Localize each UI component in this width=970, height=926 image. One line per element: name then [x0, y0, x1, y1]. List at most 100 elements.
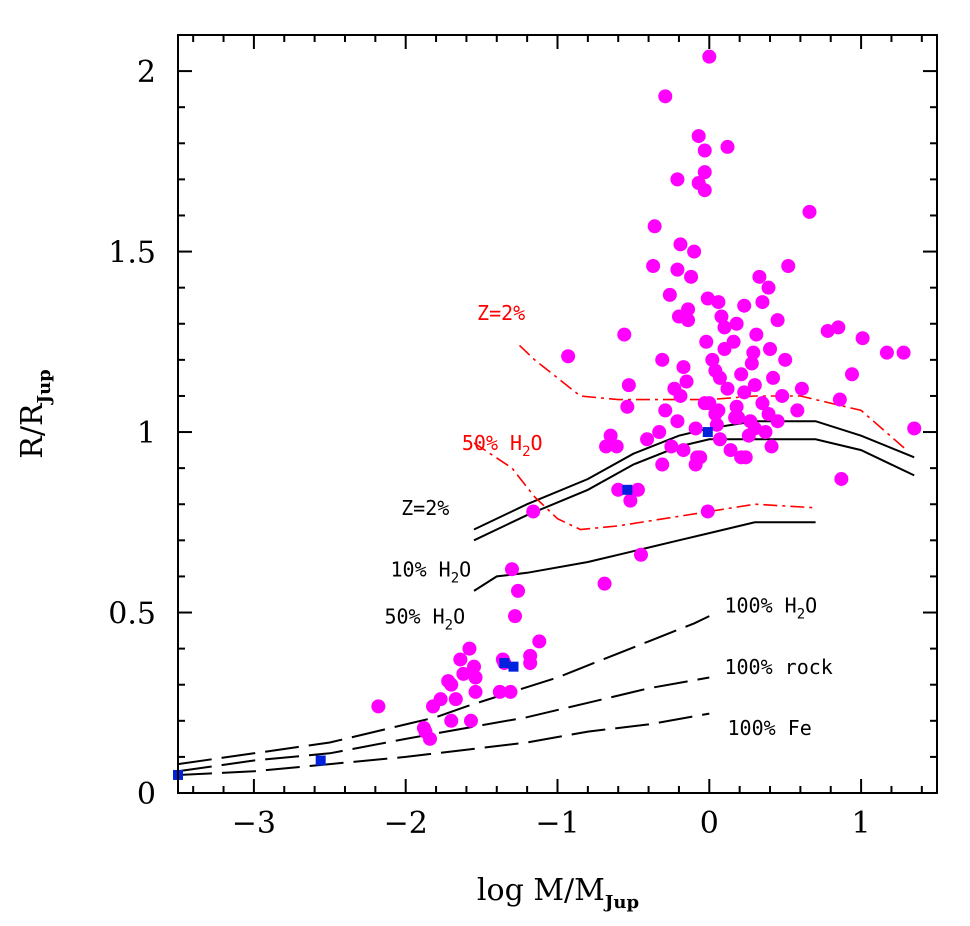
exoplanet-point — [741, 428, 756, 443]
exoplanet-point — [731, 410, 746, 425]
solar-system-point — [499, 658, 510, 669]
exoplanet-point — [720, 381, 735, 396]
model-curve — [177, 615, 710, 766]
x-tick-label: −3 — [232, 806, 276, 841]
exoplanet-point — [855, 331, 870, 346]
exoplanet-point — [697, 165, 712, 180]
annotation-h2o50-black: 50% H2O — [384, 604, 465, 633]
exoplanet-point — [729, 399, 744, 414]
annotation-z2-red: Z=2% — [477, 301, 525, 325]
exoplanet-point — [468, 684, 483, 699]
exoplanet-point — [761, 280, 776, 295]
annotation-rock100-black: 100% rock — [724, 655, 832, 679]
exoplanet-point — [729, 316, 744, 331]
exoplanet-point — [511, 583, 526, 598]
exoplanet-point — [770, 313, 785, 328]
model-curve — [473, 521, 816, 592]
exoplanet-point — [617, 327, 632, 342]
model-curve — [473, 442, 816, 531]
exoplanet-point — [676, 360, 691, 375]
y-tick-label: 2 — [137, 55, 156, 90]
annotation-h2o100-black: 100% H2O — [724, 594, 817, 623]
y-tick-label: 1.5 — [108, 236, 156, 271]
exoplanet-point — [621, 378, 636, 393]
exoplanet-point — [697, 396, 712, 411]
exoplanet-point — [371, 699, 386, 714]
exoplanet-point — [426, 699, 441, 714]
exoplanet-point — [711, 295, 726, 310]
exoplanet-point — [456, 666, 471, 681]
y-axis-title: R/RJup — [15, 369, 55, 459]
exoplanet-point — [609, 439, 624, 454]
exoplanet-point — [507, 609, 522, 624]
exoplanet-point — [764, 439, 779, 454]
exoplanet-point — [717, 342, 732, 357]
exoplanet-point — [599, 439, 614, 454]
annotation-h2o10-black: 10% H2O — [391, 557, 472, 586]
exoplanet-point — [755, 396, 770, 411]
exoplanet-point — [723, 443, 738, 458]
exoplanet-point — [673, 237, 688, 252]
exoplanet-point — [597, 576, 612, 591]
exoplanet-point — [709, 417, 724, 432]
exoplanet-point — [467, 659, 482, 674]
exoplanet-point — [630, 482, 645, 497]
curve-annotations: Z=2% 50% H2O Z=2% 10% H2O 50% H2O 100% H2O 100… — [384, 301, 832, 740]
exoplanet-point — [646, 259, 661, 274]
annotation-z2-black: Z=2% — [401, 496, 449, 520]
exoplanet-point — [673, 388, 688, 403]
solar-system-point — [508, 661, 519, 672]
exoplanet-point — [907, 421, 922, 436]
model-curve — [177, 676, 710, 773]
exoplanet-point — [763, 342, 778, 357]
exoplanet-point — [896, 345, 911, 360]
exoplanet-point — [658, 403, 673, 418]
y-tick-label: 1 — [137, 416, 156, 451]
exoplanet-point — [453, 652, 468, 667]
exoplanet-point — [752, 269, 767, 284]
x-tick-label: −2 — [384, 806, 428, 841]
plot-frame — [177, 34, 938, 794]
exoplanet-point — [781, 259, 796, 274]
exoplanet-point — [879, 345, 894, 360]
exoplanet-point — [712, 370, 727, 385]
exoplanet-point — [691, 129, 706, 144]
exoplanet-point — [737, 385, 752, 400]
exoplanet-point — [749, 327, 764, 342]
exoplanet-point — [820, 323, 835, 338]
solar-system-point — [315, 755, 326, 766]
exoplanet-point — [603, 428, 618, 443]
exoplanet-point — [705, 352, 720, 367]
exoplanet-point — [611, 482, 626, 497]
exoplanet-point — [462, 641, 477, 656]
exoplanet-point — [468, 670, 483, 685]
exoplanet-point — [712, 432, 727, 447]
exoplanet-point — [422, 731, 437, 746]
exoplanet-point — [633, 547, 648, 562]
model-curve — [473, 438, 915, 542]
exoplanet-point — [670, 262, 685, 277]
exoplanet-point — [693, 450, 708, 465]
x-tick-label: −1 — [535, 806, 579, 841]
exoplanet-point — [670, 172, 685, 187]
annotation-fe100-black: 100% Fe — [728, 716, 812, 740]
exoplanet-point — [747, 378, 762, 393]
exoplanet-point — [744, 356, 759, 371]
exoplanet-point — [832, 392, 847, 407]
axis-ticks: −3 −2 −1 0 1 0 0.5 1 1.5 2 — [108, 35, 937, 841]
model-curves — [177, 344, 915, 776]
exoplanet-point — [738, 450, 753, 465]
exoplanet-point — [561, 349, 576, 364]
exoplanet-point — [702, 49, 717, 64]
exoplanet-point — [504, 562, 519, 577]
exoplanet-point — [662, 287, 677, 302]
exoplanet-point — [688, 421, 703, 436]
exoplanet-point — [652, 425, 667, 440]
exoplanet-point — [623, 493, 638, 508]
model-curve — [177, 712, 710, 776]
exoplanet-point — [720, 139, 735, 154]
exoplanet-point — [717, 320, 732, 335]
solar-system-point — [702, 427, 713, 438]
